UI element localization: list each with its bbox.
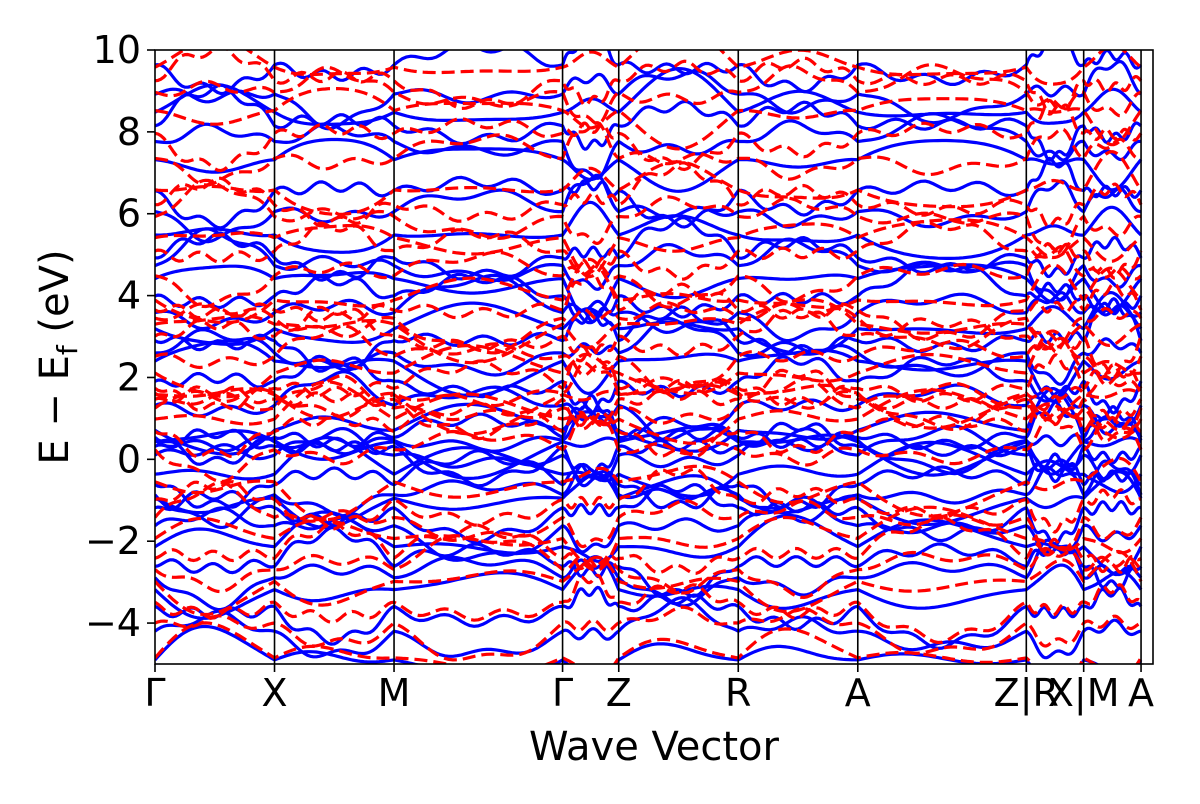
- y-axis: −4 −2 0 2 4 6 8 10: [85, 28, 155, 645]
- dashed-band-line: [155, 257, 1143, 325]
- dashed-band-line: [155, 573, 1143, 645]
- y-tick-label: −2: [85, 519, 141, 563]
- solid-band-line: [155, 470, 1143, 530]
- x-axis: Γ X M Γ Z R A Z|RX|M A: [144, 664, 1154, 716]
- y-tick-label: 10: [93, 28, 141, 72]
- y-tick-label: −4: [85, 601, 141, 645]
- x-tick-label-kpoint: Γ: [144, 671, 165, 715]
- solid-band-line: [155, 50, 1143, 96]
- y-tick-label: 6: [117, 192, 141, 236]
- solid-band-line: [155, 585, 1143, 650]
- dashed-band-line: [155, 62, 1142, 126]
- y-axis-title-unit: (eV): [32, 249, 78, 345]
- dashed-band-line: [155, 368, 1143, 441]
- dashed-band-line: [155, 467, 1142, 534]
- dashed-band-line: [155, 480, 1143, 557]
- x-tick-label-kpoint: X|M: [1048, 671, 1120, 716]
- solid-band-line: [155, 424, 1143, 488]
- dashed-band-line: [155, 374, 1143, 443]
- dashed-band-line: [155, 621, 1143, 664]
- x-tick-label-kpoint: Γ: [552, 671, 573, 715]
- dashed-band-line: [155, 121, 1142, 187]
- dashed-band-line: [155, 380, 1143, 445]
- dashed-band-line: [155, 150, 1143, 216]
- solid-band-line: [155, 624, 1143, 664]
- y-axis-title-subscript: f: [51, 344, 84, 355]
- kpoint-divider-lines: [273, 50, 1142, 664]
- dashed-band-line: [155, 298, 1142, 365]
- plot-frame: [154, 49, 1154, 665]
- solid-band-line: [155, 137, 1143, 193]
- dashed-band-line: [155, 300, 1143, 355]
- dashed-band-line: [155, 505, 1143, 572]
- x-tick-label-kpoint: R: [725, 671, 751, 715]
- dashed-band-line: [155, 269, 1143, 342]
- dashed-band-line: [155, 324, 1143, 395]
- solid-band-line: [155, 227, 1142, 302]
- solid-band-line: [155, 60, 1143, 131]
- dashed-band-line: [155, 534, 1143, 599]
- solid-band-line: [155, 370, 1143, 442]
- dashed-band-line: [155, 161, 1143, 229]
- x-tick-label-kpoint: M: [378, 671, 411, 715]
- dashed-band-line: [155, 305, 1143, 379]
- dashed-band-line: [155, 218, 1142, 279]
- dashed-band-line: [155, 178, 1142, 256]
- x-tick-label-kpoint: A: [845, 671, 871, 715]
- solid-band-line: [155, 291, 1143, 356]
- solid-band-line: [155, 216, 1143, 282]
- dashed-band-line: [155, 50, 1142, 86]
- y-axis-title-main: E − E: [32, 355, 78, 465]
- solid-band-line: [155, 596, 1142, 660]
- solid-band-line: [155, 405, 1143, 476]
- x-tick-label-kpoint: X: [261, 671, 287, 715]
- y-tick-label: 8: [117, 110, 141, 154]
- dashed-band-line: [155, 87, 1143, 151]
- x-tick-label-kpoint: Z|R: [994, 671, 1059, 716]
- y-tick-label: 0: [117, 437, 141, 481]
- x-tick-label-kpoint: Z: [606, 671, 632, 715]
- x-tick-label-kpoint: A: [1128, 671, 1154, 715]
- dashed-band-line: [155, 549, 1143, 617]
- y-tick-label: 4: [117, 274, 141, 318]
- x-axis-title: Wave Vector: [529, 724, 780, 770]
- solid-band-line: [155, 261, 1143, 324]
- solid-band-line: [155, 387, 1142, 456]
- solid-band-line: [155, 83, 1142, 162]
- dashed-band-line: [155, 605, 1142, 662]
- dashed-band-line: [155, 411, 1143, 484]
- dashed-band-line: [155, 361, 1143, 432]
- bands-layer: [155, 50, 1143, 664]
- dashed-band-line: [155, 456, 1143, 522]
- y-tick-label: 2: [117, 355, 141, 399]
- dashed-band-line: [155, 345, 1143, 412]
- dashed-band-line: [155, 329, 1142, 399]
- y-axis-title: E − Ef (eV): [32, 249, 84, 464]
